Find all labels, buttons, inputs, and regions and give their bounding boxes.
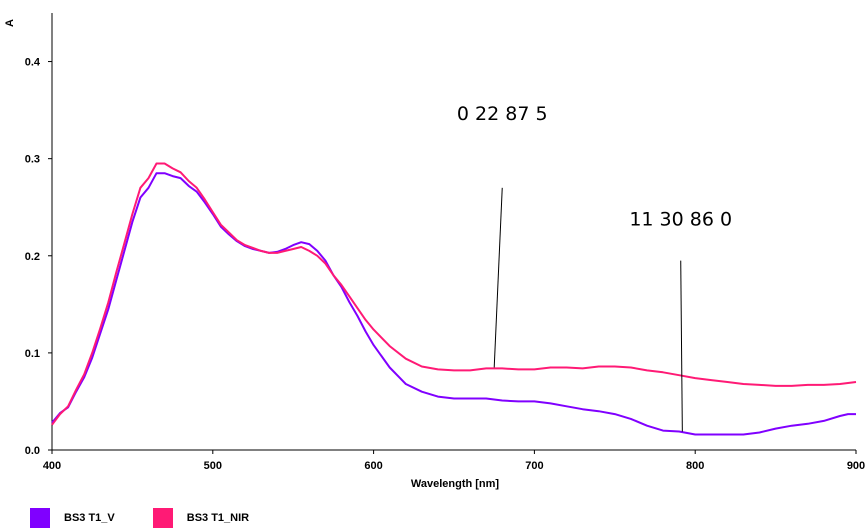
annotation-leader-line [493, 187, 503, 368]
axes [51, 13, 856, 451]
series-line-nir [51, 162, 857, 426]
y-tick-label: 0.3 [25, 154, 40, 166]
legend: BS3 T1_V BS3 T1_NIR [30, 508, 287, 528]
y-axis-title: A [4, 19, 16, 27]
y-tick-label: 0.1 [25, 348, 40, 360]
annotation-label: 0 22 87 5 [457, 103, 548, 125]
x-axis-title: Wavelength [nm] [411, 478, 500, 490]
legend-swatch-v [30, 508, 50, 528]
y-tick-label: 0.2 [25, 251, 40, 263]
x-tick-label: 400 [43, 460, 61, 472]
legend-swatch-nir [152, 508, 173, 528]
x-tick-label: 800 [686, 460, 704, 472]
series-group [51, 162, 857, 436]
x-tick-label: 500 [204, 460, 222, 472]
annotation-label: 11 30 86 0 [629, 209, 732, 231]
y-axis-ticks: 0.0 0.1 0.2 0.3 0.4 [25, 57, 52, 457]
x-tick-label: 700 [525, 460, 543, 472]
annotations-group: 0 22 87 5 11 30 86 0 [457, 103, 732, 432]
x-tick-label: 900 [847, 460, 865, 472]
annotation-leader-line [680, 260, 683, 432]
legend-label-v: BS3 T1_V [64, 512, 115, 524]
y-tick-label: 0.4 [25, 57, 41, 69]
legend-item-nir: BS3 T1_NIR [152, 508, 250, 528]
x-axis-ticks: 400 500 600 700 800 900 [43, 450, 865, 472]
y-tick-label: 0.0 [25, 445, 40, 457]
legend-label-nir: BS3 T1_NIR [186, 512, 250, 524]
legend-item-v: BS3 T1_V [30, 508, 115, 528]
series-line-v [51, 172, 856, 436]
x-tick-label: 600 [364, 460, 382, 472]
